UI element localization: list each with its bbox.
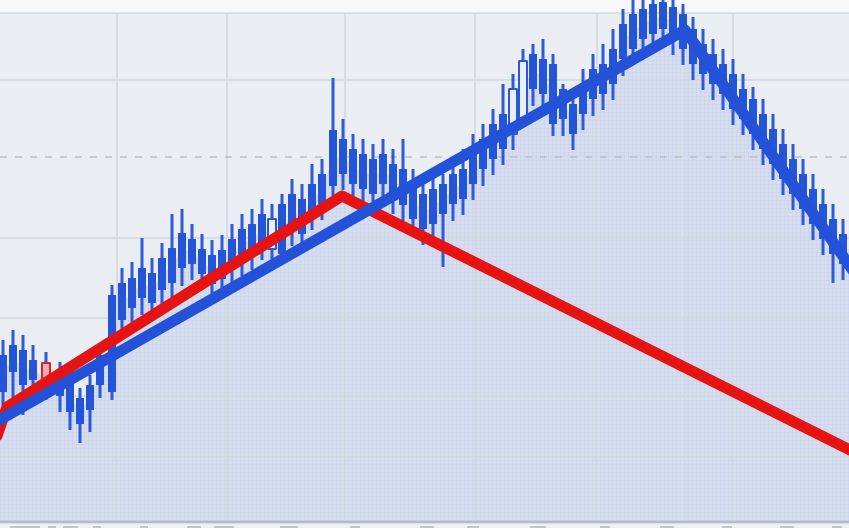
clipped-tick-label-mark	[600, 526, 610, 528]
candle-body	[29, 360, 37, 380]
candle-body	[659, 2, 667, 29]
candle-body	[329, 130, 337, 186]
candle-body	[379, 154, 387, 184]
candle-body	[148, 273, 156, 303]
clipped-tick-label-mark	[832, 526, 842, 528]
candle-body	[439, 184, 447, 214]
candle-body	[178, 233, 186, 268]
candle-body	[318, 174, 326, 204]
blue-trendline	[0, 24, 849, 427]
clipped-tick-label-mark	[214, 526, 234, 528]
candle-body	[619, 24, 627, 59]
candle-body	[19, 350, 27, 385]
candle-body	[369, 159, 377, 194]
candle-body	[138, 268, 146, 298]
candle-body	[86, 385, 94, 410]
candle-body	[409, 184, 417, 219]
clipped-tick-label-mark	[722, 526, 732, 528]
clipped-tick-label-mark	[420, 526, 434, 528]
candle-body	[168, 248, 176, 283]
candle-body	[66, 382, 74, 412]
candle-body	[9, 345, 17, 372]
candle-body	[76, 398, 84, 424]
candle-body	[539, 59, 547, 94]
candle-body	[518, 60, 528, 119]
candle-body	[549, 64, 557, 124]
candle-body	[569, 104, 577, 134]
candle-body	[118, 283, 126, 320]
clipped-tick-label-mark	[10, 526, 40, 528]
clipped-tick-label-mark	[93, 526, 101, 528]
candle-body	[419, 194, 427, 229]
clipped-tick-label-mark	[48, 526, 56, 528]
candle-body	[128, 278, 136, 308]
clipped-tick-label-mark	[660, 526, 674, 528]
candle-wick	[441, 174, 445, 267]
top-light-band	[0, 0, 849, 13]
clipped-tick-label-mark	[530, 526, 546, 528]
candle-body	[429, 189, 437, 224]
clipped-tick-label-mark	[467, 526, 479, 528]
clipped-tick-label-mark	[780, 526, 794, 528]
candle-body	[349, 149, 357, 184]
candle-body	[308, 184, 316, 214]
clipped-tick-label-mark	[63, 526, 78, 528]
candle-body	[359, 154, 367, 189]
candle-body	[258, 214, 266, 244]
axis-layer	[0, 520, 849, 528]
clipped-tick-label-mark	[187, 526, 201, 528]
candle-body	[649, 4, 657, 34]
clipped-tick-label-mark	[140, 526, 148, 528]
candle-body	[629, 14, 637, 49]
trendlines-layer	[0, 24, 849, 456]
candle-body	[529, 54, 537, 89]
clipped-tick-label-mark	[280, 526, 298, 528]
candle-body	[198, 249, 206, 274]
candle-body	[158, 258, 166, 290]
candle-body	[188, 239, 196, 264]
candle-body	[449, 174, 457, 204]
clipped-tick-label-mark	[350, 526, 360, 528]
candle-body	[0, 355, 7, 392]
candle-body	[459, 169, 467, 199]
candle-body	[339, 139, 347, 174]
candle-body	[639, 9, 647, 39]
